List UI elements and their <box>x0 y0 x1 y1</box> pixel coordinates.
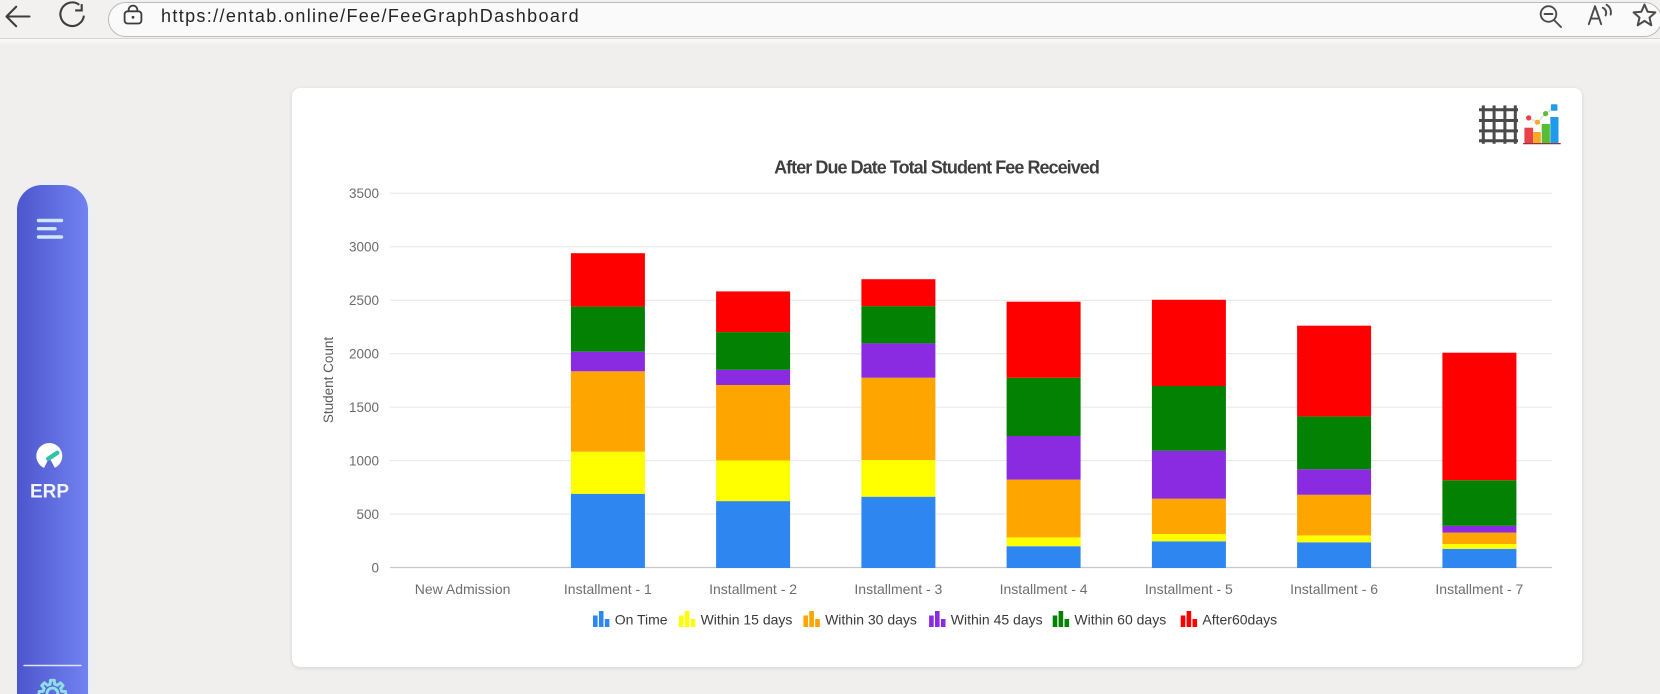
svg-text:Within 60 days: Within 60 days <box>1074 611 1166 627</box>
svg-text:ERP: ERP <box>30 482 69 503</box>
svg-text:Installment - 3: Installment - 3 <box>854 581 942 597</box>
svg-text:500: 500 <box>356 507 379 522</box>
svg-text:Student Count: Student Count <box>321 337 336 424</box>
svg-text:1000: 1000 <box>349 454 379 469</box>
svg-text:2500: 2500 <box>349 293 379 308</box>
svg-text:2000: 2000 <box>349 347 379 362</box>
svg-text:Installment - 7: Installment - 7 <box>1435 581 1523 597</box>
svg-text:On Time: On Time <box>615 611 668 627</box>
svg-text:Installment - 6: Installment - 6 <box>1290 581 1378 597</box>
svg-text:Installment - 5: Installment - 5 <box>1145 581 1233 597</box>
svg-text:3500: 3500 <box>349 186 379 201</box>
svg-text:Within 15 days: Within 15 days <box>701 611 793 627</box>
svg-text:3000: 3000 <box>349 240 379 255</box>
svg-text:Within 30 days: Within 30 days <box>825 611 917 627</box>
svg-text:Installment - 4: Installment - 4 <box>1000 581 1088 597</box>
svg-text:1500: 1500 <box>349 400 379 415</box>
svg-text:Installment - 2: Installment - 2 <box>709 581 797 597</box>
svg-text:Within 45 days: Within 45 days <box>951 611 1043 627</box>
svg-text:0: 0 <box>371 561 379 576</box>
svg-text:Installment - 1: Installment - 1 <box>564 581 652 597</box>
svg-text:After Due Date Total Student F: After Due Date Total Student Fee Receive… <box>774 157 1099 177</box>
svg-text:After60days: After60days <box>1202 611 1277 627</box>
svg-text:New Admission: New Admission <box>415 581 511 597</box>
